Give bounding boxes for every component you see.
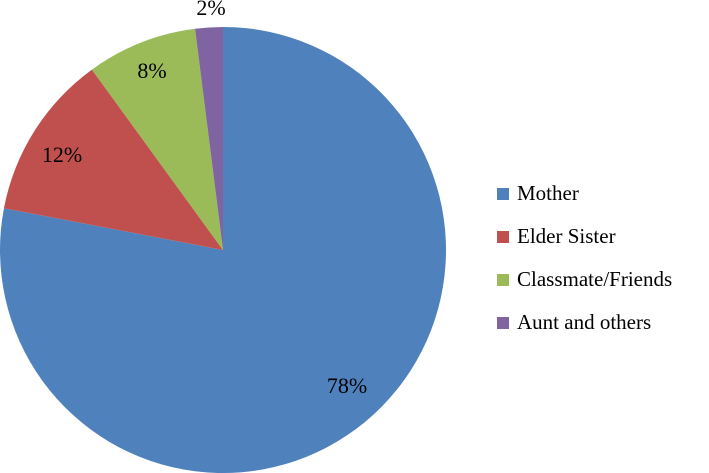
legend-swatch [497, 273, 509, 286]
pie-slice-elder-sister [3, 69, 224, 250]
pie-slice-labels: 78% 12% 8% 2% [42, 0, 367, 398]
pie-slice-value-label: 12% [42, 142, 82, 167]
legend-item: Elder Sister [497, 215, 672, 258]
legend-label: Mother [517, 181, 579, 205]
pie-slice-value-label: 78% [327, 373, 367, 398]
legend-label: Classmate/Friends [517, 267, 673, 291]
legend-item: Mother [497, 172, 672, 215]
pie-slice-aunt-and-others [195, 27, 223, 250]
legend-swatch [497, 187, 509, 200]
legend-swatch [497, 316, 509, 329]
legend-item: Classmate/Friends [497, 258, 672, 301]
pie-slice-value-label: 8% [137, 58, 166, 83]
pie-slice-classmate-friends [91, 28, 223, 251]
legend-swatch [497, 230, 509, 243]
legend-label: Aunt and others [517, 310, 652, 334]
pie-slices [0, 27, 446, 473]
legend-label: Elder Sister [517, 224, 616, 248]
pie-slice-value-label: 2% [196, 0, 225, 20]
pie-slice-mother [0, 27, 446, 473]
legend-item: Aunt and others [497, 301, 672, 344]
legend: Mother Elder Sister Classmate/Friends Aunt … [497, 172, 672, 344]
